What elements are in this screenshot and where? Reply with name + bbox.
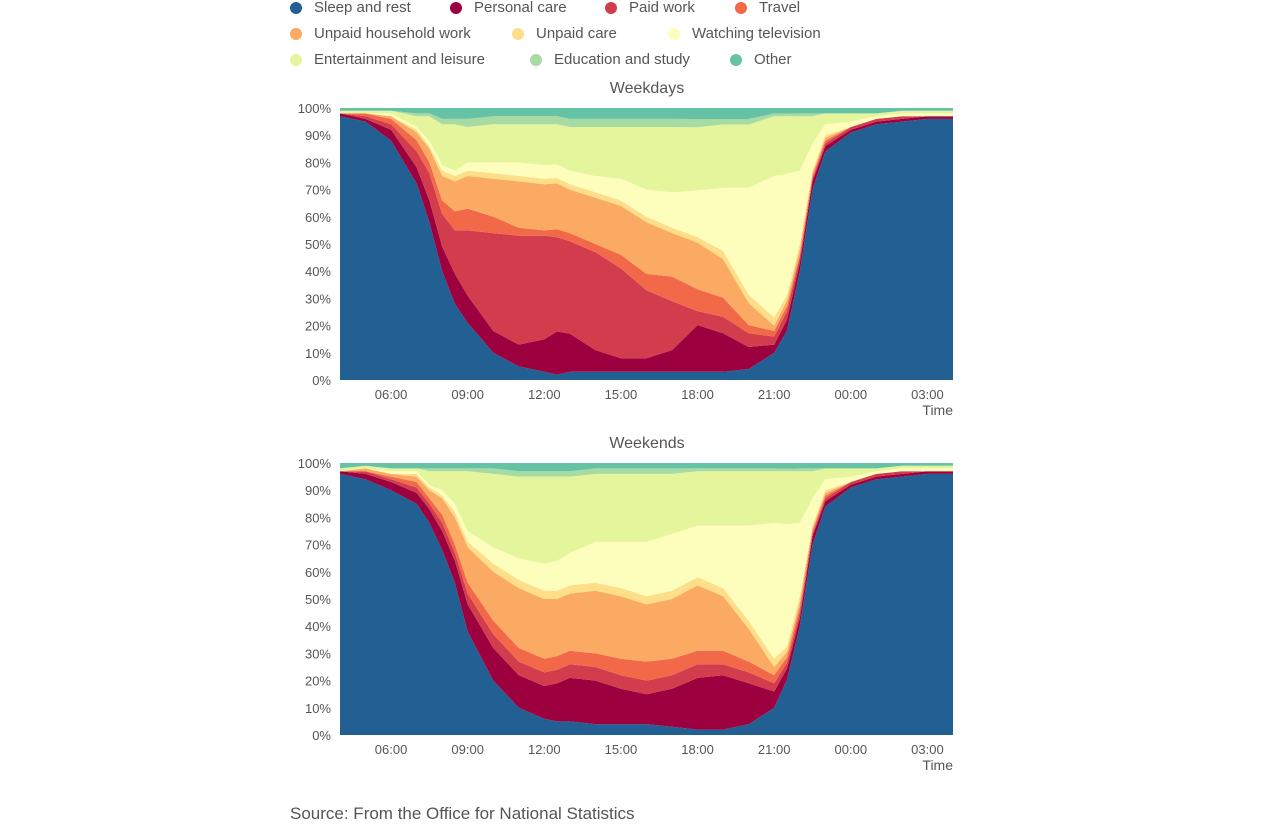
area-series[interactable]	[340, 471, 953, 730]
x-tick-label: 12:00	[528, 742, 561, 757]
y-tick-label: 20%	[305, 319, 331, 334]
legend-swatch	[290, 27, 302, 40]
x-axis-label: Time	[922, 402, 953, 418]
area-series[interactable]	[340, 110, 953, 128]
x-tick-label: 18:00	[681, 742, 714, 757]
legend-swatch	[730, 53, 742, 66]
legend-item[interactable]: Entertainment and leisure	[290, 51, 485, 68]
weekdays-chart: Weekdays 0% 10% 20% 30% 40% 50% 60% 70% 80% 90% 10…	[298, 80, 953, 418]
x-tick-label: 09:00	[451, 387, 484, 402]
legend-item[interactable]: Unpaid care	[512, 25, 617, 42]
x-tick-label: 03:00	[911, 387, 944, 402]
legend-swatch	[530, 53, 542, 66]
chart-title: Weekends	[609, 435, 684, 452]
area-series[interactable]	[340, 471, 953, 695]
area-series[interactable]	[340, 465, 953, 477]
legend-label: Unpaid household work	[314, 25, 471, 42]
area-series[interactable]	[340, 108, 953, 119]
chart-title: Weekdays	[610, 80, 684, 97]
x-tick-label: 21:00	[758, 387, 791, 402]
area-series[interactable]	[340, 113, 953, 318]
legend-swatch	[735, 1, 747, 14]
area-series[interactable]	[340, 468, 953, 676]
legend-swatch	[605, 1, 617, 14]
legend-swatch	[290, 53, 302, 66]
y-tick-label: 30%	[305, 646, 331, 661]
legend-item[interactable]: Other	[730, 51, 792, 68]
legend-item[interactable]: Unpaid household work	[290, 25, 471, 42]
legend-label: Travel	[759, 0, 801, 16]
x-tick-label: 06:00	[375, 742, 408, 757]
legend-label: Education and study	[554, 51, 690, 68]
x-tick-label: 09:00	[451, 742, 484, 757]
area-series[interactable]	[340, 465, 953, 564]
legend-label: Entertainment and leisure	[314, 51, 485, 68]
area-series[interactable]	[340, 471, 953, 684]
x-tick-label: 18:00	[681, 387, 714, 402]
y-tick-label: 50%	[305, 237, 331, 252]
legend-swatch	[450, 1, 462, 14]
y-tick-label: 70%	[305, 538, 331, 553]
legend-swatch	[290, 1, 302, 14]
source-note: Source: From the Office for National Sta…	[290, 804, 635, 823]
y-tick-label: 80%	[305, 510, 331, 525]
y-tick-label: 60%	[305, 210, 331, 225]
legend-label: Sleep and rest	[314, 0, 411, 16]
x-tick-label: 15:00	[605, 742, 638, 757]
y-tick-label: 40%	[305, 264, 331, 279]
area-series[interactable]	[340, 113, 953, 332]
area-series[interactable]	[340, 110, 953, 193]
legend-label: Unpaid care	[536, 25, 617, 42]
legend-item[interactable]: Paid work	[605, 0, 695, 16]
legend-swatch	[512, 27, 524, 40]
legend-label: Watching television	[692, 25, 821, 42]
y-tick-label: 10%	[305, 346, 331, 361]
y-tick-label: 30%	[305, 291, 331, 306]
x-tick-label: 06:00	[375, 387, 408, 402]
x-tick-label: 15:00	[605, 387, 638, 402]
y-tick-label: 100%	[298, 101, 332, 116]
y-tick-label: 70%	[305, 183, 331, 198]
x-tick-label: 03:00	[911, 742, 944, 757]
legend-item[interactable]: Travel	[735, 0, 800, 16]
legend-item[interactable]: Personal care	[450, 0, 567, 16]
chart-legend: Sleep and rest Personal care Paid work Trav…	[290, 0, 890, 72]
y-tick-label: 10%	[305, 701, 331, 716]
y-tick-label: 20%	[305, 674, 331, 689]
y-tick-label: 90%	[305, 128, 331, 143]
y-tick-label: 0%	[312, 728, 331, 743]
y-tick-label: 100%	[298, 456, 332, 471]
weekends-chart: Weekends 0% 10% 20% 30% 40% 50% 60% 70% 80% 90% 10…	[298, 435, 953, 773]
area-series[interactable]	[340, 468, 953, 659]
x-tick-label: 21:00	[758, 742, 791, 757]
area-series[interactable]	[340, 113, 953, 359]
legend-label: Personal care	[474, 0, 567, 16]
area-series[interactable]	[340, 463, 953, 472]
x-tick-label: 00:00	[835, 387, 868, 402]
legend-label: Paid work	[629, 0, 695, 16]
y-tick-label: 40%	[305, 619, 331, 634]
y-tick-label: 90%	[305, 483, 331, 498]
area-series[interactable]	[340, 113, 953, 326]
y-tick-label: 0%	[312, 373, 331, 388]
legend-label: Other	[754, 51, 792, 68]
legend-swatch	[668, 27, 680, 40]
x-tick-label: 00:00	[835, 742, 868, 757]
legend-item[interactable]: Watching television	[668, 25, 821, 42]
area-series[interactable]	[340, 116, 953, 380]
area-series[interactable]	[340, 473, 953, 735]
y-tick-label: 60%	[305, 565, 331, 580]
legend-item[interactable]: Sleep and rest	[290, 0, 411, 16]
x-axis-label: Time	[922, 757, 953, 773]
y-tick-label: 80%	[305, 155, 331, 170]
area-series[interactable]	[340, 113, 953, 337]
x-tick-label: 12:00	[528, 387, 561, 402]
y-tick-label: 50%	[305, 592, 331, 607]
legend-item[interactable]: Education and study	[530, 51, 690, 68]
